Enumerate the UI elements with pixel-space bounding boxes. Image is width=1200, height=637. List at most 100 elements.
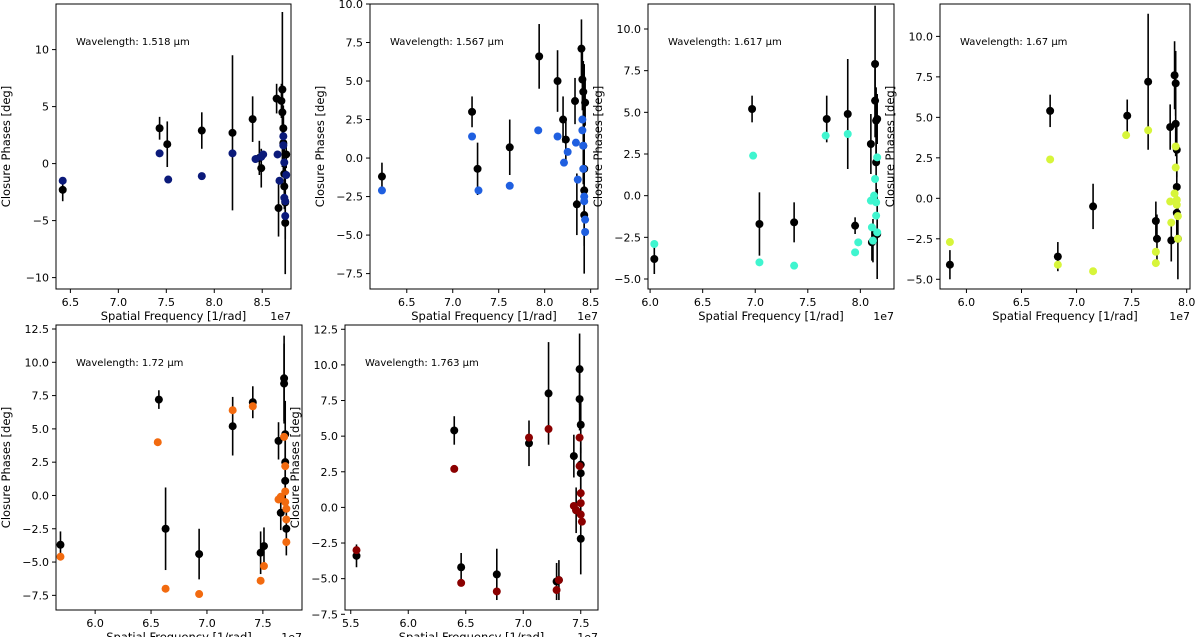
observed-point xyxy=(866,140,875,148)
observed-point xyxy=(945,260,954,269)
y-tick-label: 0.0 xyxy=(346,152,364,165)
observed-point xyxy=(281,476,290,485)
observed-point xyxy=(278,108,287,117)
model-point xyxy=(474,186,483,195)
y-tick-label: −2.5 xyxy=(906,233,933,246)
y-tick-label: 7.5 xyxy=(321,395,339,408)
y-tick-label: 7.5 xyxy=(32,390,50,403)
observed-point xyxy=(257,164,266,173)
x-tick-label: 6.0 xyxy=(641,296,659,309)
model-point xyxy=(552,586,561,595)
x-tick-label: 7.5 xyxy=(1123,296,1141,309)
x-tick-label: 7.5 xyxy=(799,296,817,309)
observed-point xyxy=(1171,79,1180,88)
model-point xyxy=(576,489,585,498)
x-offset-label: 1e7 xyxy=(873,310,894,323)
observed-point xyxy=(843,110,852,118)
model-point xyxy=(554,576,563,585)
y-tick-label: 12.5 xyxy=(25,323,50,336)
subplot-4: 6.0 6.5 7.0 7.5 8.0 −5.0 −2.5 0.0 2.5 5.0 7.5 10.0 S… xyxy=(883,3,1196,323)
model-point xyxy=(580,197,589,206)
observed-point xyxy=(580,186,589,195)
observed-point xyxy=(473,164,482,173)
y-axis-label: Closure Phases [deg] xyxy=(0,86,13,207)
x-tick-label: 7.0 xyxy=(198,617,216,630)
model-point xyxy=(281,212,290,221)
wavelength-annotation: Wavelength: 1.518 μm xyxy=(76,37,190,48)
y-tick-label: 7.5 xyxy=(624,65,642,78)
x-axis-label: Spatial Frequency [1/rad] xyxy=(101,309,247,323)
y-tick-label: 10.0 xyxy=(25,356,50,369)
x-tick-label: 7.5 xyxy=(254,617,272,630)
x-tick-label: 7.0 xyxy=(1068,296,1086,309)
y-tick-label: 10.0 xyxy=(314,359,339,372)
model-point xyxy=(525,433,533,442)
model-point xyxy=(1053,260,1062,269)
model-point xyxy=(578,126,587,135)
observed-point xyxy=(154,395,163,404)
observed-point xyxy=(571,97,580,106)
x-offset-label: 1e7 xyxy=(577,310,598,323)
model-point xyxy=(749,151,758,160)
y-tick-label: 2.5 xyxy=(624,148,642,161)
model-point xyxy=(58,176,67,185)
x-tick-label: 7.0 xyxy=(515,617,533,630)
model-point xyxy=(457,578,466,587)
y-axis-label: Closure Phases [deg] xyxy=(313,86,327,207)
y-tick-label: −5.0 xyxy=(906,273,933,286)
observed-point xyxy=(576,469,585,478)
model-point xyxy=(854,238,863,247)
observed-point xyxy=(755,220,764,228)
model-point xyxy=(155,149,164,158)
plot-frame xyxy=(344,324,599,611)
model-point xyxy=(575,462,584,471)
model-point xyxy=(1089,267,1098,276)
wavelength-annotation: Wavelength: 1.763 μm xyxy=(365,358,479,369)
model-point xyxy=(573,175,582,184)
y-tick-label: 0.0 xyxy=(916,192,934,205)
model-point xyxy=(579,141,588,150)
model-point xyxy=(276,492,285,501)
wavelength-annotation: Wavelength: 1.72 μm xyxy=(76,358,183,369)
model-point xyxy=(544,425,553,434)
subplot-1: 6.5 7.0 7.5 8.0 8.5 −10 −5 0 5 10 Spatial Frequenc… xyxy=(0,3,292,323)
model-point xyxy=(563,147,572,156)
model-point xyxy=(256,576,265,585)
observed-point xyxy=(1170,71,1179,80)
model-point xyxy=(1173,234,1182,243)
model-point xyxy=(281,498,290,507)
observed-point xyxy=(279,124,288,133)
x-axis-label: Spatial Frequency [1/rad] xyxy=(698,309,844,323)
wavelength-annotation: Wavelength: 1.567 μm xyxy=(390,37,504,48)
x-tick-label: 8.0 xyxy=(1178,296,1196,309)
y-tick-label: 2.5 xyxy=(32,456,50,469)
observed-point xyxy=(259,542,268,551)
y-tick-label: 2.5 xyxy=(916,152,934,165)
model-point xyxy=(872,211,881,220)
x-tick-label: 8.0 xyxy=(536,296,554,309)
model-point xyxy=(280,432,289,441)
observed-point xyxy=(581,98,590,107)
y-tick-label: 12.5 xyxy=(314,323,339,336)
observed-point xyxy=(276,508,285,517)
y-tick-label: −2.5 xyxy=(22,523,49,536)
model-point xyxy=(821,131,830,140)
wavelength-annotation: Wavelength: 1.67 μm xyxy=(960,37,1067,48)
observed-point xyxy=(535,52,544,61)
model-point xyxy=(280,158,289,167)
model-point xyxy=(650,240,659,248)
observed-point xyxy=(280,379,289,388)
y-tick-label: 7.5 xyxy=(346,37,364,50)
model-point xyxy=(575,433,584,442)
x-tick-label: 7.5 xyxy=(572,617,590,630)
subplot-3: 6.0 6.5 7.0 7.5 8.0 −5.0 −2.5 0.0 2.5 5.0 7.5 10.0 S… xyxy=(591,3,895,323)
y-tick-label: 10.0 xyxy=(909,30,934,43)
observed-point xyxy=(575,365,584,374)
x-tick-label: 7.0 xyxy=(110,296,128,309)
model-point xyxy=(843,130,852,138)
model-point xyxy=(581,228,590,236)
model-point xyxy=(259,150,268,159)
observed-point xyxy=(561,135,570,144)
y-tick-label: −7.5 xyxy=(22,589,49,602)
observed-point xyxy=(559,115,568,124)
